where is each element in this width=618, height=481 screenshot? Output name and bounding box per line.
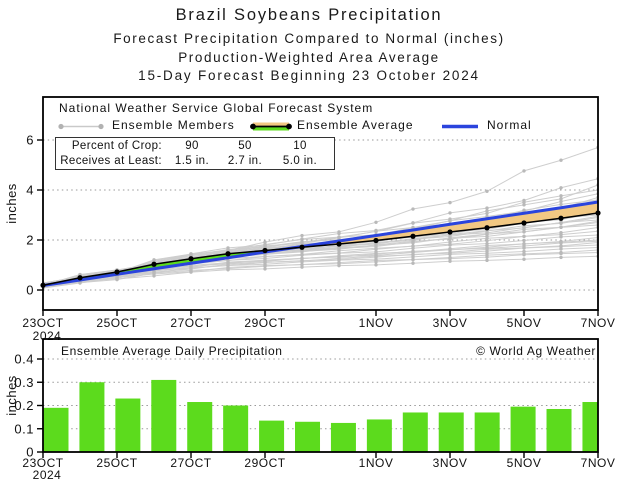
top-x-tick-label: 7NOV <box>581 316 616 330</box>
precip-bar <box>187 402 213 452</box>
bar-x-tick-label: 7NOV <box>581 456 616 470</box>
precip-bar <box>510 406 536 452</box>
top-x-tick-label: 27OCT <box>170 316 211 330</box>
bar-y-axis-title: inches <box>4 375 19 416</box>
normal-line <box>42 200 599 287</box>
precip-bar <box>330 422 356 452</box>
top-y-tick-label: 0 <box>26 283 34 298</box>
top-x-tick-label: 23OCT <box>22 316 63 330</box>
bar-x-tick-label: 27OCT <box>170 456 211 470</box>
top-y-axis-title: inches <box>4 183 19 224</box>
precip-bar <box>546 408 572 452</box>
daily-precip-bars <box>43 379 598 452</box>
precip-bar <box>151 379 177 452</box>
precip-bar <box>79 382 105 452</box>
bar-x-tick-label: 5NOV <box>507 456 542 470</box>
top-x-tick-label: 3NOV <box>433 316 468 330</box>
bar-x-year-label: 2024 <box>33 468 62 481</box>
precip-bar <box>366 419 392 452</box>
precip-bar <box>438 412 464 452</box>
precip-bar <box>115 398 141 452</box>
precip-bar <box>43 407 69 452</box>
top-x-year-label: 2024 <box>33 329 62 343</box>
bar-chart-border <box>42 338 599 453</box>
precip-bar <box>402 412 428 452</box>
precip-bar <box>474 412 500 452</box>
bar-chart-gridlines <box>43 358 598 430</box>
top-x-tick-label: 29OCT <box>244 316 285 330</box>
top-chart-axis-labels: 23OCT 25OCT 27OCT 29OCT 1NOV 3NOV 5NOV 7NOV 2024… <box>4 139 616 343</box>
bar-y-tick-label: 0.1 <box>14 421 34 436</box>
subtitle-forecast-vs-normal: Forecast Precipitation Compared to Norma… <box>113 31 505 46</box>
top-y-tick-label: 2 <box>26 233 34 248</box>
precip-bar <box>223 405 249 452</box>
bar-y-tick-label: 0.3 <box>14 375 34 390</box>
bar-x-tick-label: 29OCT <box>244 456 285 470</box>
top-chart-border <box>42 96 599 311</box>
top-x-tick-label: 5NOV <box>507 316 542 330</box>
precip-bar <box>259 420 285 452</box>
top-y-tick-label: 6 <box>26 133 34 148</box>
bar-x-tick-label: 23OCT <box>22 456 63 470</box>
bar-y-tick-label: 0 <box>26 445 34 460</box>
bar-y-tick-label: 0.4 <box>14 352 34 367</box>
subtitle-area-average: Production-Weighted Area Average <box>178 50 440 65</box>
ensemble-average-line <box>40 210 601 288</box>
precip-bar <box>295 421 321 452</box>
top-y-tick-label: 4 <box>26 183 34 198</box>
bar-x-tick-label: 25OCT <box>96 456 137 470</box>
bar-chart-axis-labels: 0 0.1 0.2 0.3 0.4 23OCT 25OCT 27OCT 29OCT 1NOV 3NO… <box>4 352 615 481</box>
bar-x-tick-label: 3NOV <box>433 456 468 470</box>
top-x-tick-label: 25OCT <box>96 316 137 330</box>
precip-bar <box>582 402 598 452</box>
subtitle-forecast-period: 15-Day Forecast Beginning 23 October 202… <box>138 68 480 83</box>
page-title: Brazil Soybeans Precipitation <box>175 6 443 24</box>
top-x-tick-label: 1NOV <box>359 316 394 330</box>
bar-x-tick-label: 1NOV <box>359 456 394 470</box>
bar-y-tick-label: 0.2 <box>14 398 34 413</box>
